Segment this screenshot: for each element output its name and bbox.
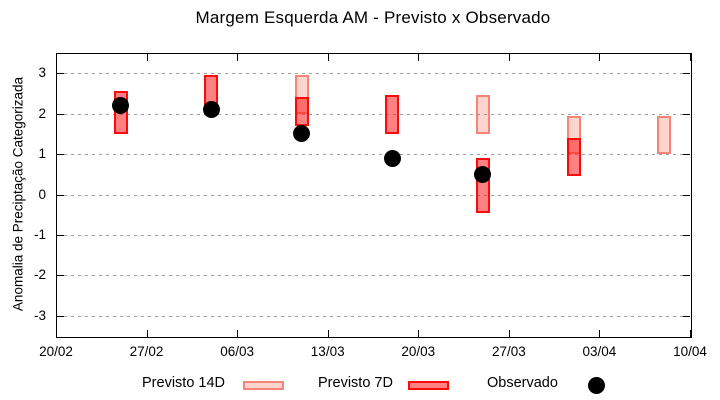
y-tick-label-0: 0: [38, 186, 46, 202]
gridline-y-1: [57, 154, 689, 156]
x-tick-label-03-04: 03/04: [582, 344, 617, 359]
y-tick-label-2: 2: [38, 105, 46, 121]
legend-label-observado: Observado: [487, 375, 558, 391]
legend-label-previsto-14d: Previsto 14D: [142, 375, 226, 391]
x-tickmark-top-21: [327, 54, 329, 61]
x-tick-label-10-04: 10/04: [673, 344, 707, 359]
x-tick-label-20-02: 20/02: [39, 344, 73, 359]
observado-dot-day19: [293, 125, 311, 143]
observado-dot-day5: [112, 97, 130, 115]
y-tick-label--3: -3: [33, 307, 46, 323]
x-tickmark-bottom-21: [327, 330, 329, 337]
x-tick-label-27-03: 27/03: [491, 344, 526, 359]
legend-key-observado-dot: [588, 377, 605, 394]
y-tick-label--1: -1: [33, 226, 46, 242]
x-tickmark-bottom-42: [599, 330, 601, 337]
x-tickmark-top-42: [599, 54, 601, 61]
x-tickmark-bottom-49: [690, 330, 691, 337]
plot-area: [56, 53, 692, 338]
x-tickmark-bottom-14: [237, 330, 239, 337]
y-tickmark-right--3: [683, 315, 690, 317]
x-tickmark-bottom-35: [508, 330, 510, 337]
y-tickmark-right-3: [683, 73, 690, 75]
y-tickmark-left--3: [57, 315, 64, 317]
x-tickmark-bottom-0: [56, 330, 57, 337]
legend-key-previsto-7d: [408, 381, 449, 390]
x-tick-label-27-02: 27/02: [129, 344, 164, 359]
y-tickmark-right-2: [683, 113, 690, 115]
y-tickmark-right-1: [683, 154, 690, 156]
range-bar-previsto-14d-day47: [657, 115, 672, 155]
y-tick-label-1: 1: [38, 146, 46, 162]
x-tickmark-top-28: [418, 54, 420, 61]
gridline-y-2: [57, 113, 689, 115]
x-tick-label-13-03: 13/03: [310, 344, 345, 359]
gridline-y-0: [57, 194, 689, 196]
observado-dot-day33: [474, 165, 492, 183]
gridline-y--3: [57, 315, 689, 317]
range-bar-previsto-7d-day40: [566, 137, 581, 177]
x-tickmark-top-7: [146, 54, 148, 61]
x-tickmark-top-0: [56, 54, 57, 61]
x-tick-label-06-03: 06/03: [220, 344, 255, 359]
y-tick-label--2: -2: [33, 267, 46, 283]
x-tickmark-bottom-7: [146, 330, 148, 337]
y-tickmark-left--2: [57, 275, 64, 277]
gridline-y-3: [57, 73, 689, 75]
observado-dot-day12: [202, 101, 220, 119]
legend-label-previsto-7d: Previsto 7D: [318, 375, 393, 391]
y-tick-label-3: 3: [38, 65, 46, 81]
range-bar-previsto-7d-day26: [385, 95, 400, 134]
y-tickmark-right--2: [683, 275, 690, 277]
y-tickmark-right--1: [683, 234, 690, 236]
x-tickmark-bottom-28: [418, 330, 420, 337]
y-tickmark-left--1: [57, 234, 64, 236]
y-tickmark-left-3: [57, 73, 64, 75]
x-tickmark-top-49: [690, 54, 691, 61]
x-tickmark-top-14: [237, 54, 239, 61]
chart-title: Margem Esquerda AM - Previsto x Observad…: [195, 8, 551, 27]
y-tickmark-left-2: [57, 113, 64, 115]
legend-key-previsto-14d: [243, 381, 284, 390]
y-tickmark-left-1: [57, 154, 64, 156]
gridline-y--1: [57, 234, 689, 236]
y-tickmark-left-0: [57, 194, 64, 196]
x-tickmark-top-35: [508, 54, 510, 61]
range-bar-previsto-7d-day19: [294, 97, 309, 126]
observado-dot-day26: [383, 149, 401, 167]
y-tickmark-right-0: [683, 194, 690, 196]
x-tick-label-20-03: 20/03: [401, 344, 436, 359]
gridline-y--2: [57, 275, 689, 277]
range-bar-previsto-14d-day33: [475, 95, 490, 134]
